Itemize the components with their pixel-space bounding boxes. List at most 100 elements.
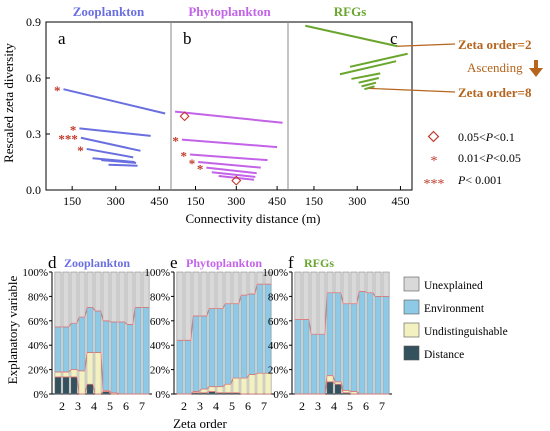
zeta-line-8 (108, 163, 138, 167)
bottom-xtick-label: 5 (229, 399, 235, 413)
zeta-line-5 (198, 161, 261, 169)
stacked-bar (118, 271, 126, 395)
bar-segment-environment (318, 333, 326, 395)
significance-marker: * (189, 156, 196, 171)
boundary-trend-line (294, 291, 390, 335)
bottom-xtick-label: 6 (123, 399, 129, 413)
top-ylabel: Rescaled zeta diversity (1, 43, 16, 163)
stacked-bar (382, 271, 390, 395)
bar-segment-distance (62, 376, 70, 395)
legend-star-icon: * (431, 154, 438, 169)
zeta-line-3 (181, 138, 278, 149)
bar-segment-environment (192, 315, 200, 392)
stacked-bar (240, 271, 248, 395)
stacked-bar (94, 271, 102, 395)
stacked-bar (374, 271, 382, 395)
bar-segment-environment (184, 340, 192, 395)
bar-segment-unexplained (176, 271, 184, 341)
bottom-ytick-label: 100% (22, 267, 48, 279)
legend-triple-star-icon: *** (424, 177, 445, 192)
stacked-bar (54, 271, 62, 395)
bar-segment-environment (176, 340, 184, 395)
top-xlabel: Connectivity distance (m) (185, 211, 320, 226)
bottom-xtick-label: 2 (59, 399, 65, 413)
bottom-ytick-label: 20% (28, 365, 48, 377)
panel-letter: d (48, 253, 57, 272)
bar-segment-undist (232, 377, 240, 394)
zeta-line-5 (86, 147, 134, 159)
bottom-xtick-label: 2 (181, 399, 187, 413)
panel-letter: c (390, 29, 398, 48)
bar-segment-unexplained (358, 271, 366, 292)
stacked-bar (176, 271, 184, 395)
legend-label-undist: Undistinguishable (424, 326, 508, 338)
bar-segment-undist (240, 377, 248, 395)
bar-segment-unexplained (310, 271, 318, 335)
zeta-line-2 (63, 88, 166, 115)
boundary-trend-line (176, 283, 272, 341)
zeta-line-4 (80, 136, 141, 152)
bar-segment-unexplained (110, 271, 118, 323)
bottom-xtick-label: 2 (299, 399, 305, 413)
bar-segment-environment (110, 321, 118, 394)
top-xtick-label: 150 (63, 194, 81, 208)
bar-segment-unexplained (70, 271, 78, 324)
bar-segment-environment (366, 292, 374, 395)
significance-marker: * (181, 149, 188, 164)
diamond-marker (179, 111, 190, 122)
legend-diamond-icon (427, 130, 440, 143)
stacked-bar (366, 271, 374, 395)
top-xtick-label: 300 (107, 194, 125, 208)
bottom-xtick-label: 3 (315, 399, 321, 413)
bar-segment-unexplained (134, 271, 142, 308)
boundary-trend-line (54, 352, 150, 395)
diamond-marker (231, 175, 242, 186)
bar-segment-undist (200, 388, 208, 394)
panel-letter: b (183, 29, 192, 48)
bottom-ytick-label: 80% (150, 291, 170, 303)
annot-pointer-8 (369, 87, 456, 93)
stacked-bar (334, 271, 342, 395)
arrow-down-icon (529, 60, 543, 77)
stacked-bar (70, 271, 78, 395)
bar-segment-undist (78, 370, 86, 395)
bottom-xlabel: Zeta order (173, 416, 227, 431)
bar-segment-environment (94, 310, 102, 353)
legend-label-unexplained: Unexplained (424, 280, 483, 292)
zeta-line-7 (101, 159, 137, 164)
significance-marker: * (77, 143, 84, 158)
bar-segment-unexplained (192, 271, 200, 317)
panel-letter: e (170, 253, 178, 272)
bar-segment-unexplained (118, 271, 126, 323)
bar-segment-undist (62, 371, 70, 378)
stacked-bar (134, 271, 142, 395)
bottom-ytick-label: 60% (150, 316, 170, 328)
bar-segment-environment (54, 326, 62, 373)
top-ytick-label: 0.3 (26, 127, 41, 141)
bar-segment-environment (62, 326, 70, 373)
bar-segment-distance (70, 376, 78, 395)
bar-segment-unexplained (350, 271, 358, 304)
zeta-line-2 (174, 110, 283, 124)
top-panel-c: RFGs c 150 300 450 (287, 4, 456, 208)
bar-segment-unexplained (342, 271, 350, 304)
bar-segment-unexplained (62, 271, 70, 328)
top-axes-frame (45, 21, 413, 191)
bottom-xtick-label: 5 (347, 399, 353, 413)
bar-segment-unexplained (184, 271, 192, 341)
bar-segment-undist (326, 375, 334, 383)
stacked-bar (126, 271, 134, 395)
bottom-ytick-label: 0% (33, 389, 48, 401)
top-ytick-label: 0.6 (26, 71, 41, 85)
bar-segment-unexplained (200, 271, 208, 317)
bar-segment-unexplained (208, 271, 216, 309)
stacked-bar (78, 271, 86, 395)
panel-title: RFGs (304, 256, 334, 270)
top-xtick-label: 450 (268, 194, 286, 208)
stacked-bar (358, 271, 366, 395)
bar-segment-unexplained (94, 271, 102, 312)
bottom-xtick-label: 7 (139, 399, 145, 413)
bar-segment-environment (70, 322, 78, 370)
